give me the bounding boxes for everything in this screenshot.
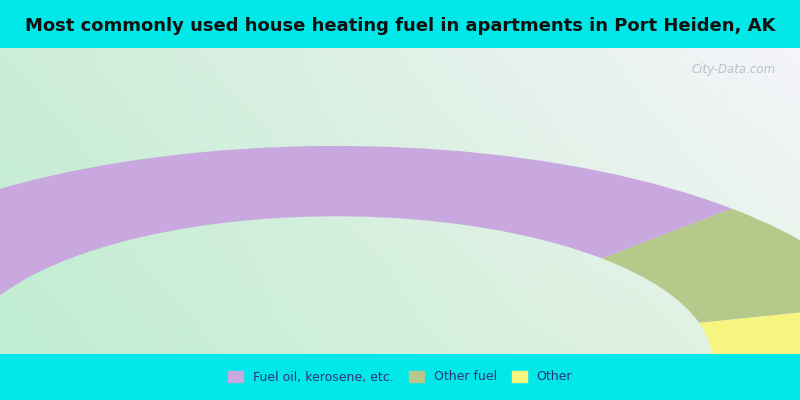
Text: Most commonly used house heating fuel in apartments in Port Heiden, AK: Most commonly used house heating fuel in… (25, 17, 775, 35)
Wedge shape (0, 146, 732, 360)
Wedge shape (699, 305, 800, 360)
Legend: Fuel oil, kerosene, etc., Other fuel, Other: Fuel oil, kerosene, etc., Other fuel, Ot… (228, 370, 572, 384)
Wedge shape (602, 209, 800, 323)
Text: City-Data.com: City-Data.com (692, 63, 776, 76)
